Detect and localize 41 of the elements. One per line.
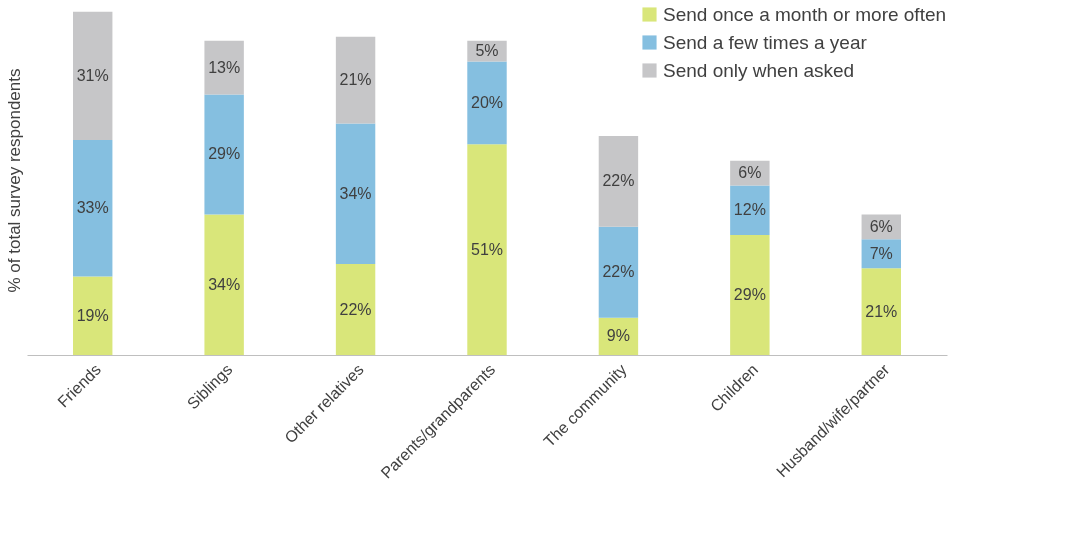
data-label: 13% xyxy=(208,58,241,76)
data-label: 6% xyxy=(738,164,762,182)
data-label: 7% xyxy=(869,244,893,262)
bar xyxy=(730,185,770,236)
bar xyxy=(73,11,113,141)
data-label: 6% xyxy=(869,217,893,235)
data-label: 5% xyxy=(475,42,499,60)
bar xyxy=(861,268,901,355)
bar xyxy=(467,144,507,355)
data-label: 22% xyxy=(602,172,635,190)
data-label: 29% xyxy=(208,145,241,163)
bar xyxy=(73,140,113,277)
legend-label: Send a few times a year xyxy=(663,31,868,53)
data-label: 51% xyxy=(470,240,504,258)
data-label: 22% xyxy=(339,300,372,318)
bar xyxy=(204,40,244,95)
data-label: 21% xyxy=(865,302,898,320)
data-label: 21% xyxy=(339,71,372,89)
legend-label: Send only when asked xyxy=(663,59,855,81)
data-label: 20% xyxy=(470,93,504,111)
bar xyxy=(335,36,376,124)
bar xyxy=(335,264,376,355)
data-label: 34% xyxy=(208,275,241,293)
data-label: 9% xyxy=(606,327,630,345)
data-label: 29% xyxy=(733,286,766,304)
bar xyxy=(204,94,244,215)
data-label: 12% xyxy=(733,201,766,219)
bar xyxy=(73,276,113,355)
bar xyxy=(598,226,639,318)
data-label: 33% xyxy=(76,199,109,217)
bar xyxy=(598,135,639,227)
data-label: 19% xyxy=(76,306,109,324)
bar xyxy=(467,61,507,145)
data-label: 31% xyxy=(76,66,109,84)
bar xyxy=(204,214,244,355)
data-label: 34% xyxy=(339,184,372,202)
y-axis-title: % of total survey respondents xyxy=(4,68,24,293)
legend-label: Send once a month or more often xyxy=(663,3,947,25)
bar xyxy=(335,123,376,265)
data-label: 22% xyxy=(602,263,635,281)
bar xyxy=(730,235,770,355)
